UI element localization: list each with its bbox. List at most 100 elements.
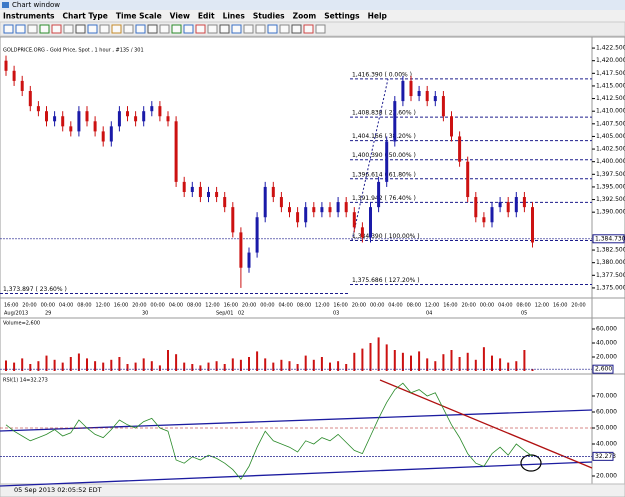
candle-body bbox=[174, 121, 178, 182]
y-tick-label: 20,000 bbox=[596, 354, 617, 361]
time-label: 00:00 bbox=[41, 303, 55, 309]
title-bar bbox=[0, 0, 625, 10]
candle-body bbox=[134, 116, 138, 122]
tool-button[interactable] bbox=[63, 24, 74, 34]
volume-bar bbox=[337, 361, 340, 371]
y-tick-label: 1,390.000 bbox=[596, 209, 625, 216]
volume-bar bbox=[223, 364, 226, 371]
candle-body bbox=[20, 80, 24, 91]
time-label: 04:00 bbox=[279, 303, 293, 309]
tool-button[interactable] bbox=[171, 24, 182, 34]
tool-button[interactable] bbox=[15, 24, 26, 34]
y-tick-label: 1,395.000 bbox=[596, 183, 625, 190]
chart-area bbox=[0, 36, 625, 485]
tool-button[interactable] bbox=[135, 24, 146, 34]
volume-bar bbox=[183, 362, 186, 371]
y-tick-label: 50.000 bbox=[596, 425, 617, 432]
tool-button[interactable] bbox=[219, 24, 230, 34]
time-label: 20:00 bbox=[571, 303, 585, 309]
candle-body bbox=[255, 217, 259, 253]
menu-item[interactable]: Time Scale bbox=[116, 12, 162, 21]
volume-bar bbox=[450, 350, 453, 371]
tool-button[interactable] bbox=[291, 24, 302, 34]
candle-body bbox=[450, 116, 453, 137]
menu-item[interactable]: Settings bbox=[324, 12, 360, 21]
menu-item[interactable]: Zoom bbox=[293, 12, 317, 21]
tool-button[interactable] bbox=[159, 24, 170, 34]
tool-button[interactable] bbox=[39, 24, 50, 34]
time-label: 04:00 bbox=[388, 303, 402, 309]
tool-button[interactable] bbox=[207, 24, 218, 34]
candle-body bbox=[344, 202, 348, 213]
y-tick-label: 1,377.500 bbox=[596, 272, 625, 279]
menu-item[interactable]: Instruments bbox=[3, 12, 55, 21]
time-label: 16:00 bbox=[333, 303, 347, 309]
volume-bar bbox=[5, 360, 7, 371]
candle-body bbox=[352, 212, 356, 228]
tool-button[interactable] bbox=[303, 24, 314, 34]
volume-bar bbox=[175, 354, 178, 371]
volume-bar bbox=[288, 361, 291, 371]
candle-body bbox=[182, 181, 186, 192]
tool-button[interactable] bbox=[255, 24, 266, 34]
candle-body bbox=[522, 197, 526, 208]
candle-body bbox=[490, 207, 494, 223]
volume-bar bbox=[418, 351, 421, 371]
volume-bar bbox=[434, 361, 437, 371]
menu-item[interactable]: Lines bbox=[223, 12, 246, 21]
tool-button[interactable] bbox=[27, 24, 38, 34]
time-label: 20:00 bbox=[132, 303, 146, 309]
tool-button[interactable] bbox=[75, 24, 86, 34]
candle-body bbox=[466, 161, 470, 198]
candle-body bbox=[369, 207, 372, 238]
candle-body bbox=[417, 90, 421, 97]
tool-button[interactable] bbox=[279, 24, 290, 34]
volume-bar bbox=[77, 353, 80, 371]
tool-button[interactable] bbox=[183, 24, 194, 34]
menu-item[interactable]: Help bbox=[368, 12, 388, 21]
volume-bar bbox=[264, 358, 267, 371]
y-tick-label: 1,380.000 bbox=[596, 259, 625, 266]
candle-body bbox=[36, 106, 40, 112]
tool-button[interactable] bbox=[315, 24, 326, 34]
time-label: 20:00 bbox=[462, 303, 476, 309]
date-label: Aug/2013 bbox=[4, 311, 28, 317]
fib-label: 1,400.390 ( 50.00% ) bbox=[352, 152, 416, 159]
tool-button[interactable] bbox=[111, 24, 122, 34]
y-tick-label: 1,392.500 bbox=[596, 196, 625, 203]
time-label: 00:00 bbox=[480, 303, 494, 309]
time-label: 04:00 bbox=[59, 303, 73, 309]
tool-button[interactable] bbox=[99, 24, 110, 34]
window-title: Chart window bbox=[12, 1, 60, 9]
tool-button[interactable] bbox=[3, 24, 14, 34]
menu-item[interactable]: Chart Type bbox=[63, 12, 108, 21]
tool-button[interactable] bbox=[195, 24, 206, 34]
menu-item[interactable]: View bbox=[170, 12, 190, 21]
volume-bar bbox=[466, 352, 469, 371]
menu-item[interactable]: Studies bbox=[253, 12, 285, 21]
candle-body bbox=[409, 80, 413, 97]
y-tick-label: 60,000 bbox=[596, 326, 617, 333]
tool-button[interactable] bbox=[231, 24, 242, 34]
volume-bar bbox=[167, 350, 169, 371]
candle-body bbox=[93, 121, 97, 132]
tool-button[interactable] bbox=[87, 24, 98, 34]
date-label: 05 bbox=[521, 311, 527, 317]
tool-button[interactable] bbox=[51, 24, 62, 34]
time-label: 12:00 bbox=[425, 303, 439, 309]
candle-body bbox=[328, 207, 332, 213]
menu-bar bbox=[0, 10, 625, 22]
time-label: 08:00 bbox=[77, 303, 91, 309]
tool-button[interactable] bbox=[267, 24, 278, 34]
y-tick-label: 60.000 bbox=[596, 409, 617, 416]
volume-bar bbox=[320, 357, 323, 371]
candle-body bbox=[425, 90, 429, 102]
volume-bar bbox=[426, 358, 429, 371]
volume-bar bbox=[126, 364, 129, 371]
menu-item[interactable]: Edit bbox=[198, 12, 215, 21]
tool-button[interactable] bbox=[147, 24, 158, 34]
tool-button[interactable] bbox=[123, 24, 134, 34]
candle-body bbox=[4, 60, 8, 71]
tool-button[interactable] bbox=[243, 24, 254, 34]
volume-bar bbox=[118, 357, 121, 371]
